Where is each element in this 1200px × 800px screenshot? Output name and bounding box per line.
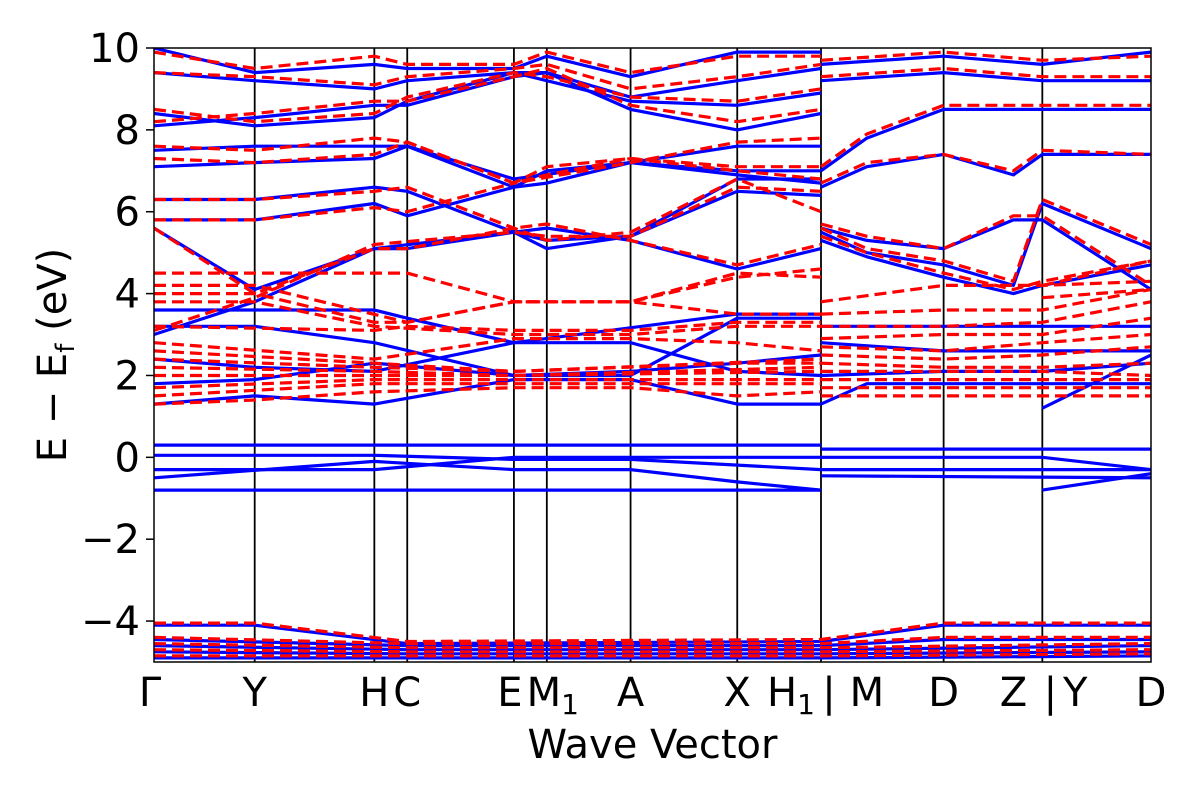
- band-line-blue: [820, 218, 1151, 291]
- y-tick-label: 4: [115, 272, 140, 318]
- band-line-red: [820, 66, 1151, 79]
- band-line-blue: [154, 455, 821, 472]
- band-line-red: [154, 648, 1151, 654]
- band-line-red: [154, 50, 821, 75]
- x-kpoint-label: M1: [527, 670, 579, 721]
- band-line-red: [1041, 259, 1151, 287]
- band-line-red: [154, 62, 822, 91]
- x-kpoint-label: D: [928, 670, 959, 716]
- x-kpoint-label: Γ: [139, 670, 162, 716]
- band-line-red: [154, 136, 822, 185]
- x-kpoint-label: H: [359, 670, 389, 716]
- band-line-red: [154, 382, 821, 398]
- x-kpoint-label: C: [393, 670, 421, 716]
- band-line-red: [154, 652, 1151, 658]
- band-line-red: [820, 214, 1151, 287]
- x-kpoint-label: A: [617, 670, 645, 716]
- x-kpoint-label: |: [822, 670, 835, 716]
- y-axis-label-unit: (eV): [30, 248, 76, 344]
- band-line-red: [154, 66, 822, 124]
- band-line-red: [820, 361, 1151, 369]
- band-line-red: [154, 621, 1151, 644]
- band-line-blue: [154, 453, 822, 472]
- band-line-blue: [821, 455, 1151, 472]
- y-axis-label: E − Ef (eV): [30, 248, 81, 463]
- x-kpoint-label: D: [1136, 670, 1167, 716]
- y-axis-label-main: E − E: [30, 353, 76, 463]
- band-line-red: [154, 300, 821, 337]
- band-line-blue: [154, 189, 822, 337]
- band-line-red: [154, 378, 821, 390]
- band-line-red: [820, 103, 1151, 169]
- y-tick-label: 2: [115, 353, 140, 399]
- x-kpoint-label: Y: [241, 670, 267, 716]
- band-line-red: [154, 365, 822, 378]
- band-line-blue: [820, 107, 1151, 173]
- y-axis-label-subscript: f: [51, 343, 81, 353]
- band-line-red: [154, 369, 822, 378]
- y-tick-label: 6: [115, 190, 140, 236]
- band-line-red: [820, 345, 1151, 361]
- axes-frame: [153, 47, 1152, 663]
- band-line-red: [154, 271, 822, 304]
- y-tick-label: 8: [115, 108, 140, 154]
- high-symmetry-lines: [253, 48, 1044, 662]
- y-tick-label: 10: [89, 26, 140, 72]
- band-line-red: [154, 386, 822, 406]
- band-line-red: [820, 332, 1151, 353]
- band-line-red: [820, 279, 1151, 304]
- x-kpoint-label: Z: [1000, 670, 1027, 716]
- band-line-blue: [820, 382, 1151, 406]
- band-line-red: [154, 337, 822, 361]
- band-line-blue: [820, 71, 1151, 83]
- x-kpoint-label: E: [497, 670, 522, 716]
- band-line-red: [821, 300, 1151, 328]
- band-line-red: [154, 349, 821, 373]
- band-line-blue: [154, 644, 1151, 652]
- band-line-blue: [154, 316, 821, 378]
- band-line-blue: [154, 637, 1151, 648]
- band-line-red: [154, 71, 822, 124]
- band-line-blue: [154, 144, 821, 189]
- band-line-red: [154, 320, 821, 332]
- x-kpoint-label: Y: [1062, 670, 1088, 716]
- y-tick-label: −4: [81, 599, 140, 645]
- band-line-red: [821, 369, 1151, 378]
- x-kpoint-label: X: [724, 670, 751, 716]
- band-line-blue: [1042, 472, 1151, 492]
- band-line-red: [820, 287, 1151, 316]
- x-kpoint-label: H1: [767, 670, 815, 721]
- x-kpoint-label: M: [850, 670, 885, 716]
- x-axis-label: Wave Vector: [528, 722, 779, 768]
- band-line-blue: [820, 474, 1151, 480]
- band-line-red: [820, 50, 1151, 62]
- band-line-red: [154, 185, 822, 332]
- band-line-red: [154, 177, 822, 242]
- y-axis-ticks: 10 8 6 4 2 0 −2 −4: [81, 26, 154, 645]
- band-line-blue: [154, 650, 1151, 656]
- x-kpoint-label: |: [1044, 670, 1057, 716]
- band-line-blue: [154, 459, 822, 492]
- band-line-red: [820, 234, 1151, 292]
- y-tick-label: −2: [81, 517, 140, 563]
- band-line-red: [820, 197, 1151, 283]
- y-tick-label: 0: [115, 435, 140, 481]
- band-line-blue: [820, 152, 1151, 189]
- bands-red-series: [154, 50, 1151, 658]
- band-line-red: [1042, 287, 1151, 300]
- band-line-blue: [154, 654, 1151, 660]
- band-line-red: [820, 316, 1151, 341]
- band-line-red: [154, 642, 1151, 650]
- band-line-red: [820, 148, 1151, 185]
- x-axis-ticks: Γ Y H C E M1 A X H1 | M D Z | Y D: [139, 670, 1167, 721]
- band-line-red: [154, 635, 1151, 646]
